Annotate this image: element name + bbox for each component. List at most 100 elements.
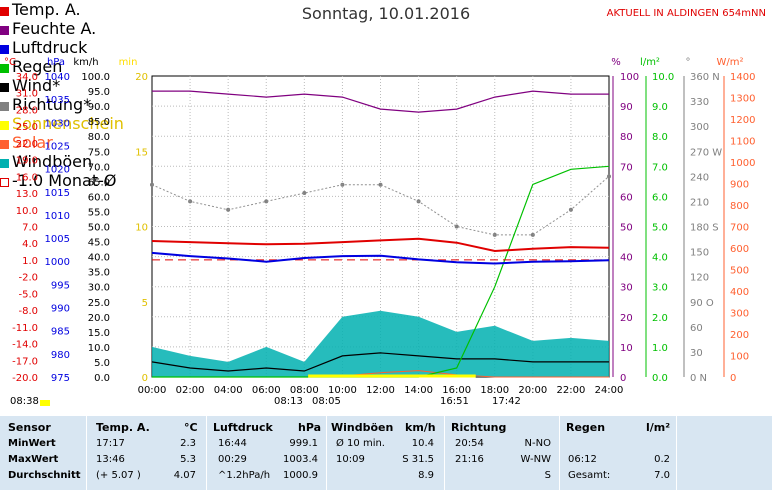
rain-tick: 10.0: [652, 72, 674, 83]
legend-label-hum: Feuchte A.: [12, 19, 97, 38]
axis-unit-left: °C: [4, 57, 16, 68]
table-cell: N-NO: [524, 438, 551, 449]
sun-tick: 5: [142, 298, 148, 309]
legend-label-solar: Solar: [12, 133, 53, 152]
axis-unit-right: W/m²: [716, 57, 743, 68]
legend-label-wind: Wind*: [12, 76, 61, 95]
sun-tick: 0: [142, 373, 148, 384]
direction-tick: 270 W: [690, 147, 722, 158]
table-cell: 7.0: [654, 470, 670, 481]
table-cell: 13:46: [96, 454, 125, 465]
time-tick: 12:00: [366, 385, 395, 396]
legend: Temp. A. Feuchte A. Luftdruck Regen Wind* Ric…: [0, 0, 772, 190]
time-tick: 24:00: [595, 385, 624, 396]
table-cell: 8.9: [418, 470, 434, 481]
rain-tick: 3.0: [652, 283, 668, 294]
table-cell: Durchschnitt: [8, 470, 81, 481]
table-cell: 1000.9: [283, 470, 318, 481]
legend-item-dir: Richtung*: [0, 95, 772, 114]
pressure-tick: 995: [51, 280, 70, 291]
table-cell: 1003.4: [283, 454, 318, 465]
solar-tick: 600: [730, 244, 749, 255]
pressure-tick: 1015: [45, 188, 70, 199]
wind-tick: 15.0: [88, 328, 110, 339]
temp-tick: -14.0: [12, 340, 38, 351]
series-wind: [151, 352, 609, 372]
humidity-tick: 20: [620, 313, 633, 324]
table-cell: MaxWert: [8, 454, 59, 465]
table-cell: MinWert: [8, 438, 56, 449]
legend-label-gust: Windböen: [12, 152, 93, 171]
table-cell: Ø 10 min.: [336, 438, 385, 449]
series-direction-point: [302, 191, 307, 196]
rain-tick: 4.0: [652, 253, 668, 264]
sunset-time-2: 17:42: [492, 396, 521, 407]
pressure-tick: 975: [51, 373, 70, 384]
pressure-tick: 985: [51, 327, 70, 338]
direction-tick: 210: [690, 197, 709, 208]
humidity-tick: 40: [620, 253, 633, 264]
humidity-tick: 0: [620, 373, 626, 384]
table-cell: S 31.5: [402, 454, 434, 465]
pressure-tick: 1000: [45, 257, 70, 268]
rain-tick: 7.0: [652, 162, 668, 173]
col-header-rain-unit: l/m²: [646, 421, 671, 434]
wind-tick: 95.0: [88, 87, 110, 98]
humidity-tick: 60: [620, 192, 633, 203]
axis-unit-right: %: [611, 57, 621, 68]
col-header-pressure-unit: hPa: [298, 421, 322, 434]
solar-tick: 1400: [730, 72, 755, 83]
legend-swatch-hum: [0, 26, 9, 35]
direction-tick: 90 O: [690, 298, 714, 309]
solar-tick: 1100: [730, 137, 755, 148]
solar-tick: 0: [730, 373, 736, 384]
solar-tick: 1300: [730, 94, 755, 105]
time-tick: 08:00: [290, 385, 319, 396]
axis-unit-left: km/h: [73, 57, 98, 68]
table-cell: 10:09: [336, 454, 365, 465]
legend-item-wind: Wind*: [0, 76, 772, 95]
temp-tick: 4.0: [22, 239, 38, 250]
col-header-pressure: Luftdruck: [213, 421, 273, 434]
solar-tick: 400: [730, 287, 749, 298]
wind-tick: 85.0: [88, 117, 110, 128]
series-humidity: [152, 90, 609, 113]
legend-swatch-wind: [0, 83, 9, 92]
wind-tick: 75.0: [88, 147, 110, 158]
temp-tick: -5.0: [18, 289, 38, 300]
humidity-tick: 10: [620, 343, 633, 354]
pressure-tick: 980: [51, 350, 70, 361]
pressure-tick: 990: [51, 304, 70, 315]
wind-tick: 5.0: [94, 358, 110, 369]
now-time: 08:38: [10, 396, 39, 407]
table-cell: W-NW: [520, 454, 551, 465]
legend-swatch-dir: [0, 102, 9, 111]
series-direction: [151, 175, 610, 236]
wind-tick: 45.0: [88, 238, 110, 249]
solar-tick: 1000: [730, 158, 755, 169]
legend-swatch-solar: [0, 140, 9, 149]
legend-swatch-sun: [0, 121, 9, 130]
direction-tick: 240: [690, 172, 709, 183]
time-tick: 22:00: [557, 385, 586, 396]
legend-label-press: Luftdruck: [12, 38, 88, 57]
humidity-tick: 70: [620, 162, 633, 173]
pressure-tick: 1025: [45, 141, 70, 152]
direction-tick: 300: [690, 122, 709, 133]
direction-tick: 0 N: [690, 373, 707, 384]
legend-label-rain: Regen: [12, 57, 63, 76]
temp-tick: -2.0: [18, 273, 38, 284]
series-pressure: [151, 251, 610, 265]
axis-unit-left: min: [119, 57, 138, 68]
axis-unit-left: hPa: [47, 57, 65, 68]
col-header-rain: Regen: [566, 421, 606, 434]
legend-label-temp: Temp. A.: [12, 0, 81, 19]
wind-tick: 100.0: [81, 72, 110, 83]
legend-item-hum: Feuchte A.: [0, 19, 772, 38]
legend-swatch-temp: [0, 7, 9, 16]
pressure-tick: 1035: [45, 95, 70, 106]
rain-tick: 8.0: [652, 132, 668, 143]
wind-tick: 25.0: [88, 298, 110, 309]
stats-table: Sensor Temp. A. °C Luftdruck hPa Windböe…: [0, 416, 772, 490]
solar-tick: 100: [730, 352, 749, 363]
